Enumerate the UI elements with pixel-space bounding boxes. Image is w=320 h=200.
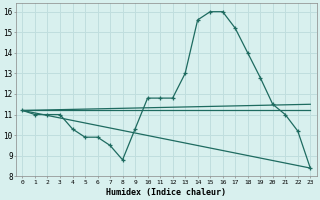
X-axis label: Humidex (Indice chaleur): Humidex (Indice chaleur) <box>106 188 226 197</box>
